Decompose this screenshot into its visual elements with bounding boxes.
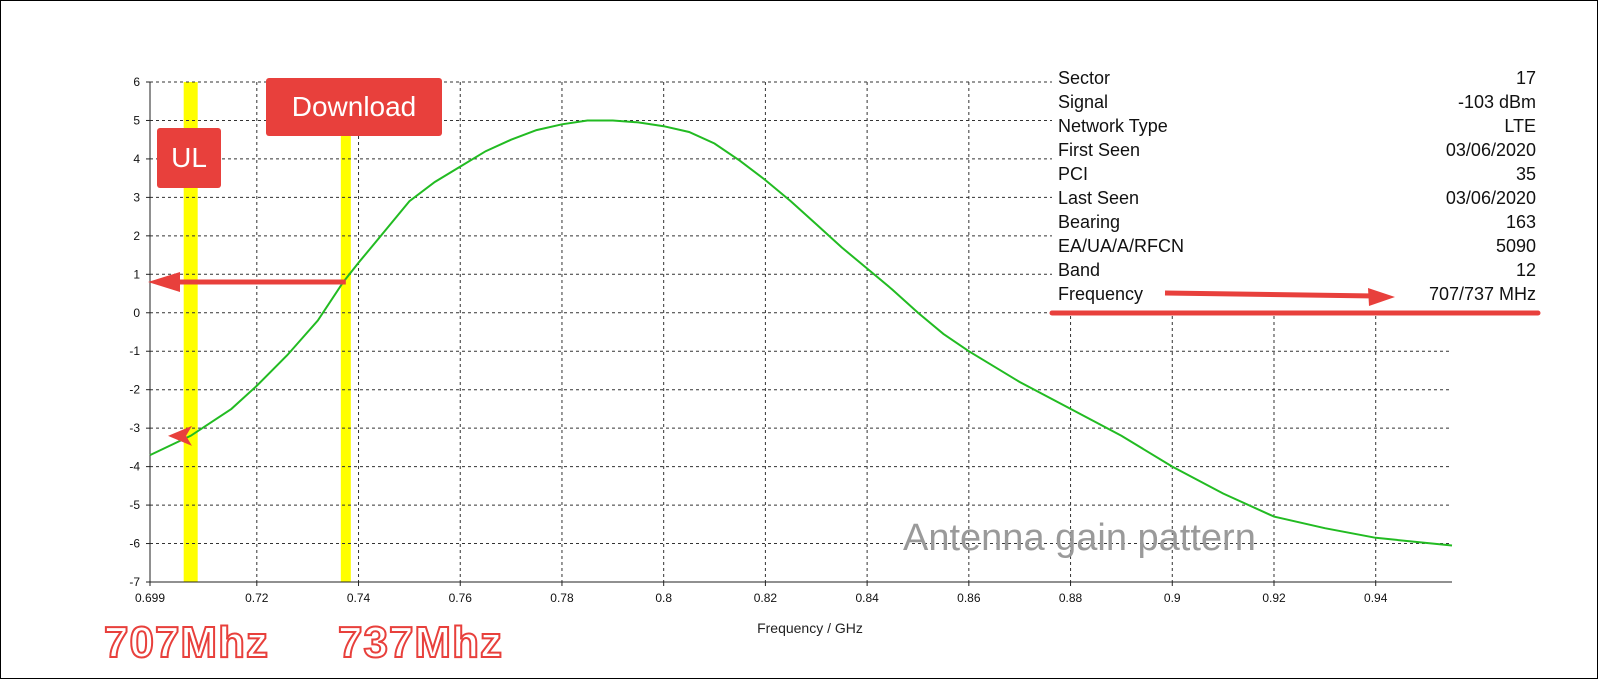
x-tick-label: 0.8 — [655, 591, 672, 605]
info-value: 5090 — [1495, 235, 1536, 256]
x-tick-label: 0.699 — [135, 591, 165, 605]
x-tick-label: 0.78 — [550, 591, 574, 605]
x-tick-label: 0.88 — [1059, 591, 1083, 605]
info-label: Band — [1058, 259, 1101, 280]
download-band-marker — [340, 136, 351, 582]
info-row-bearing: Bearing 163 — [1058, 210, 1536, 234]
info-label: Last Seen — [1058, 187, 1140, 208]
info-label: EA/UA/A/RFCN — [1058, 235, 1185, 256]
dl-frequency-callout: 737Mhz — [337, 617, 503, 668]
x-tick-label: 0.72 — [245, 591, 269, 605]
chart-watermark: Antenna gain pattern — [903, 517, 1256, 559]
x-tick-label: 0.92 — [1262, 591, 1286, 605]
info-row-first-seen: First Seen 03/06/2020 — [1058, 138, 1536, 162]
y-tick-label: 6 — [133, 75, 140, 89]
x-tick-label: 0.84 — [855, 591, 879, 605]
info-value: 03/06/2020 — [1445, 139, 1536, 160]
info-label: Frequency — [1058, 283, 1144, 304]
info-label: First Seen — [1058, 139, 1141, 160]
x-axis-label: Frequency / GHz — [757, 620, 863, 636]
x-tick-label: 0.74 — [347, 591, 371, 605]
info-label: Bearing — [1058, 211, 1121, 232]
y-tick-label: 5 — [133, 113, 140, 127]
info-row-ea-ua-a-rfcn: EA/UA/A/RFCN 5090 — [1058, 234, 1536, 258]
info-value: 12 — [1515, 259, 1536, 280]
info-row-band: Band 12 — [1058, 258, 1536, 282]
ul-band-marker — [183, 82, 198, 582]
info-label: PCI — [1058, 163, 1089, 184]
gain-curve — [149, 119, 1453, 547]
y-tick-label: -7 — [129, 575, 140, 589]
y-tick-label: 2 — [133, 229, 140, 243]
info-row-sector: Sector 17 — [1058, 66, 1536, 90]
y-tick-label: -1 — [129, 344, 140, 358]
x-tick-label: 0.94 — [1364, 591, 1388, 605]
ul-frequency-callout: 707Mhz — [103, 617, 269, 668]
y-tick-label: 0 — [133, 306, 140, 320]
y-tick-label: 3 — [133, 190, 140, 204]
y-tick-label: -4 — [129, 460, 140, 474]
download-badge: Download — [266, 78, 442, 136]
info-value: 17 — [1515, 67, 1536, 88]
y-tick-label: -3 — [129, 421, 140, 435]
y-tick-label: 1 — [133, 267, 140, 281]
cell-info-panel — [1052, 57, 1558, 312]
y-tick-label: 4 — [133, 152, 140, 166]
info-value: 163 — [1505, 211, 1536, 232]
y-tick-label: -2 — [129, 383, 140, 397]
y-tick-label: -6 — [129, 537, 140, 551]
info-label: Network Type — [1058, 115, 1168, 136]
x-tick-label: 0.9 — [1164, 591, 1181, 605]
info-row-network-type: Network Type LTE — [1058, 114, 1536, 138]
info-value: 707/737 MHz — [1428, 283, 1536, 304]
x-tick-label: 0.86 — [957, 591, 981, 605]
info-value: LTE — [1504, 115, 1536, 136]
ul-gain-arrowhead — [168, 425, 192, 446]
info-row-pci: PCI 35 — [1058, 162, 1536, 186]
info-row-frequency: Frequency 707/737 MHz — [1058, 282, 1536, 306]
info-label: Signal — [1058, 91, 1109, 112]
info-value: -103 dBm — [1457, 91, 1536, 112]
info-row-signal: Signal -103 dBm — [1058, 90, 1536, 114]
info-row-last-seen: Last Seen 03/06/2020 — [1058, 186, 1536, 210]
x-tick-label: 0.82 — [754, 591, 778, 605]
info-value: 35 — [1515, 163, 1536, 184]
download-gain-arrowhead — [148, 272, 180, 292]
info-value: 03/06/2020 — [1445, 187, 1536, 208]
ul-badge: UL — [157, 128, 221, 188]
info-label: Sector — [1058, 67, 1111, 88]
x-tick-label: 0.76 — [449, 591, 473, 605]
y-tick-label: -5 — [129, 498, 140, 512]
